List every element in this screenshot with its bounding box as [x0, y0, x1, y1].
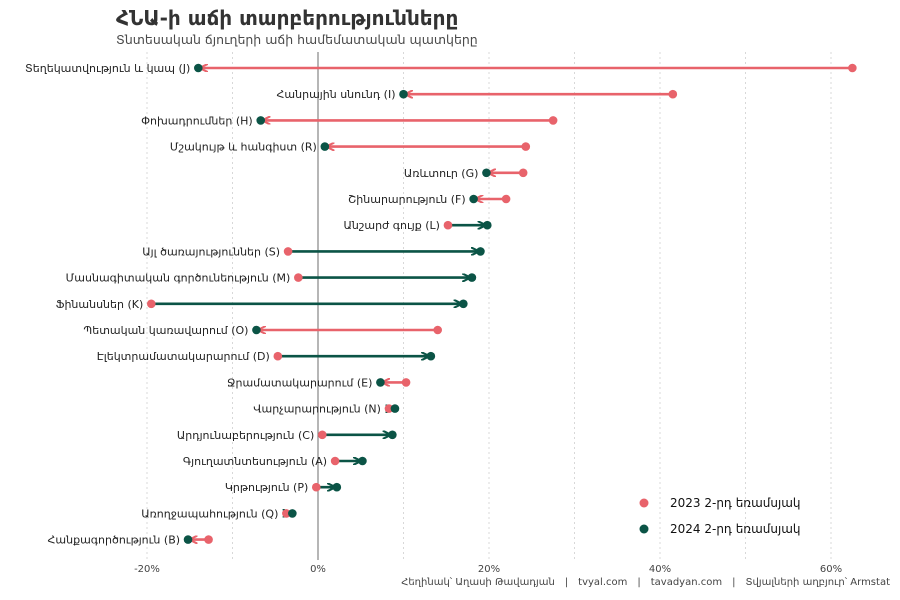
caption-source: Տվյալների աղբյուր՝ Armstat — [745, 577, 890, 588]
category-label: Առողջապահություն (Q) — [141, 507, 278, 520]
category-label: Վարչարարություն (N) — [253, 403, 381, 416]
point-2023 — [384, 404, 394, 413]
category-label: Անշարժ գույք (L) — [343, 219, 439, 232]
point-2024 — [482, 168, 491, 178]
point-2023 — [146, 299, 156, 309]
point-2023 — [521, 142, 531, 151]
category-label: Արդյունաբերություն (C) — [177, 429, 314, 442]
point-2024 — [399, 89, 408, 99]
legend-marker-2024 — [639, 524, 649, 534]
x-tick-label: 40% — [649, 564, 671, 575]
point-2024 — [332, 482, 342, 492]
x-tick-label: 60% — [820, 564, 842, 575]
point-2023 — [273, 351, 283, 361]
point-2023 — [317, 430, 327, 440]
point-2024 — [376, 378, 385, 387]
caption-author: Հեղինակ՝ Աղասի Թավադյան — [401, 577, 555, 588]
plot-marks — [146, 63, 857, 544]
point-2024 — [469, 194, 478, 204]
caption-site-1: tvyal.com — [578, 577, 628, 588]
legend-marker-2023 — [639, 498, 649, 508]
point-2024 — [482, 220, 492, 230]
point-2024 — [183, 535, 193, 544]
point-2023 — [501, 194, 511, 204]
point-2024 — [194, 63, 203, 73]
category-label: Պետական կառավարում (O) — [83, 324, 248, 337]
category-label: Փոխադրումներ (H) — [141, 114, 253, 127]
category-label: Հանրային սնունդ (I) — [277, 88, 396, 101]
point-2023 — [668, 89, 678, 99]
caption-site-2: tavadyan.com — [650, 577, 723, 588]
x-tick-label: 0% — [310, 564, 326, 575]
chart-title: ՀՆԱ-ի աճի տարբերությունները — [116, 6, 459, 30]
category-label: Գյուղատնտեսություն (A) — [183, 455, 327, 468]
category-label: Ջրամատակարարում (E) — [227, 376, 372, 389]
point-2023 — [518, 168, 528, 178]
caption: Հեղինակ՝ Աղասի Թավադյան | tvyal.com | tavady… — [401, 577, 890, 588]
point-2024 — [358, 456, 367, 466]
point-2023 — [311, 482, 321, 492]
chart-subtitle: Տնտեսական ճյուղերի աճի համեմատական պատկե… — [116, 32, 478, 47]
point-2024 — [256, 116, 266, 125]
point-2024 — [426, 351, 436, 361]
x-axis-ticks: -20% 0% 20% 40% 60% — [134, 564, 842, 575]
point-2023 — [443, 220, 453, 230]
point-2023 — [294, 273, 303, 282]
point-2024 — [320, 142, 330, 151]
category-label: Տեղեկատվություն և կապ (J) — [25, 62, 190, 75]
point-2024 — [252, 325, 261, 335]
category-label: Այլ ծառայություններ (S) — [142, 245, 280, 258]
point-2023 — [283, 247, 293, 256]
category-label: Հանքագործություն (B) — [48, 534, 181, 547]
point-2023 — [282, 509, 291, 518]
point-2024 — [390, 404, 400, 413]
category-label: Էլեկտրամատակարարում (D) — [97, 350, 270, 363]
category-label: Ֆինանսներ (K) — [56, 298, 144, 311]
point-2024 — [459, 299, 468, 309]
point-2024 — [388, 430, 397, 440]
x-tick-label: -20% — [134, 564, 160, 575]
point-2024 — [476, 247, 485, 256]
category-labels: Տեղեկատվություն և կապ (J) Հանրային սնունդ… — [25, 62, 478, 547]
point-2023 — [330, 456, 340, 466]
point-2024 — [467, 273, 477, 282]
point-2023 — [848, 63, 857, 73]
point-2023 — [433, 325, 443, 335]
category-label: Առևտուր (G) — [404, 167, 479, 180]
caption-separator: | — [637, 577, 641, 588]
category-label: Կրթություն (P) — [225, 481, 308, 494]
legend: 2023 2-րդ եռամսյակ 2024 2-րդ եռամսյակ — [639, 496, 801, 536]
category-label: Մշակույթ և հանգիստ (R) — [170, 141, 317, 154]
caption-separator: | — [564, 577, 569, 588]
category-label: Մասնագիտական գործունեություն (M) — [66, 272, 291, 285]
point-2024 — [288, 509, 297, 518]
caption-separator: | — [732, 577, 736, 588]
category-label: Շինարարություն (F) — [348, 193, 466, 206]
point-2023 — [204, 535, 213, 544]
point-2023 — [401, 378, 411, 387]
legend-label-2024: 2024 2-րդ եռամսյակ — [670, 522, 801, 536]
point-2023 — [548, 116, 558, 125]
x-tick-label: 20% — [478, 564, 500, 575]
legend-label-2023: 2023 2-րդ եռամսյակ — [670, 496, 801, 510]
